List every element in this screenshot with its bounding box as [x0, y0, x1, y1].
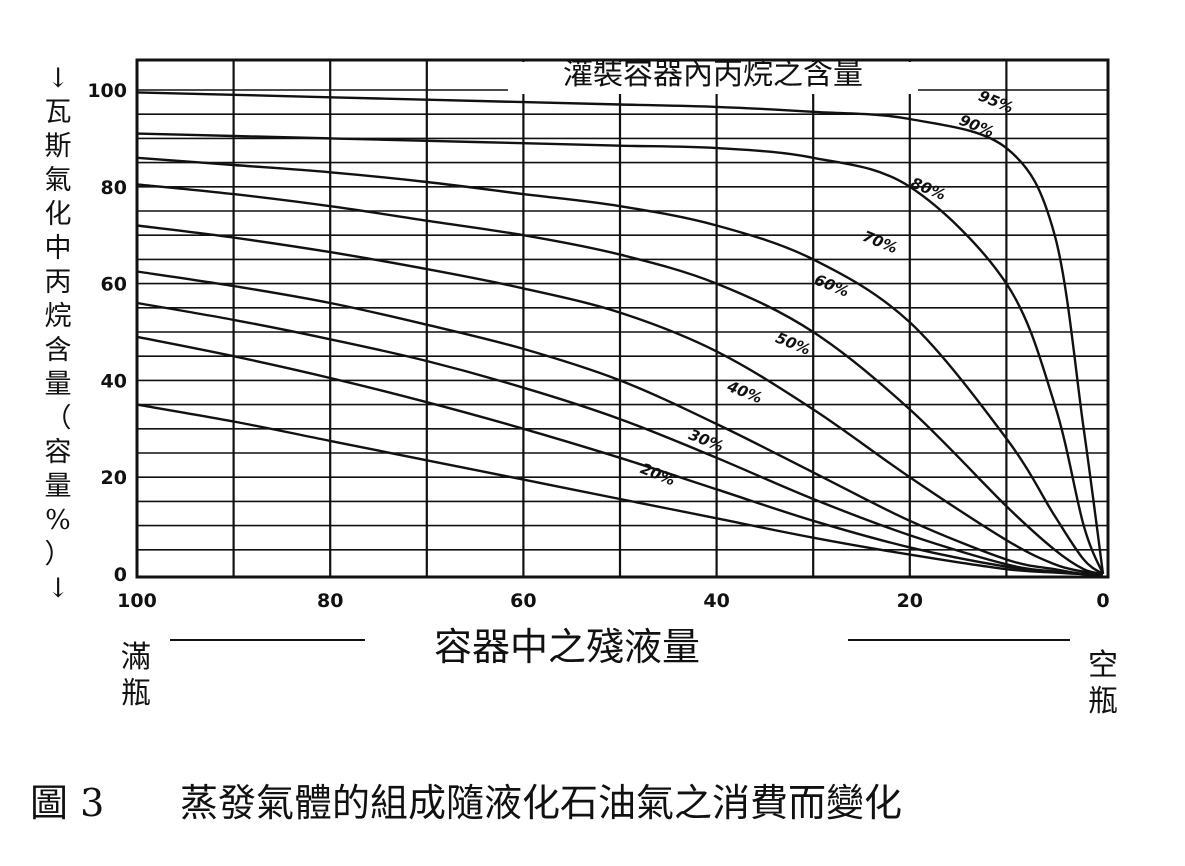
y-axis-label-char: 量: [44, 369, 72, 400]
y-tick-label: 80: [101, 177, 127, 199]
x-tick-labels: 100 80 60 40 20 0: [117, 590, 1109, 612]
side-note-char: 滿: [121, 640, 151, 675]
y-axis-label-char: 量: [44, 471, 72, 502]
side-note-char: 空: [1088, 648, 1118, 683]
series-label: 90%: [957, 111, 997, 141]
y-axis-label-char: 瓦: [44, 97, 72, 128]
side-note-char: 瓶: [1088, 684, 1118, 719]
y-tick-label: 20: [101, 467, 127, 489]
y-axis-label-char: 氣: [44, 165, 72, 196]
series-label: 95%: [976, 87, 1016, 117]
series-line: [136, 335, 1104, 576]
y-axis-label-char: %: [45, 505, 71, 536]
plot-frame: [135, 58, 1110, 579]
x-tick-label: 100: [117, 590, 157, 612]
y-tick-labels: 0 20 40 60 80 100: [87, 80, 127, 586]
series-group: [136, 91, 1105, 576]
figure-caption-text: 蒸發氣體的組成隨液化石油氣之消費而變化: [180, 781, 903, 825]
y-axis-label-char: ↓: [46, 63, 70, 94]
x-left-note: 滿瓶: [118, 640, 154, 712]
y-axis-label-char: 斯: [44, 131, 72, 162]
series-label: 30%: [686, 425, 726, 455]
x-tick-label: 60: [510, 590, 536, 612]
y-axis-label-char: ↓: [46, 573, 70, 604]
y-tick-label: 100: [87, 80, 127, 102]
y-axis-label-char: 化: [44, 199, 72, 230]
y-axis-label-char: 中: [44, 233, 72, 264]
y-tick-label: 0: [114, 564, 127, 586]
series-label: 20%: [638, 459, 678, 489]
y-axis-label-char: 烷: [44, 301, 72, 332]
y-axis-label: ↓ 瓦斯氣化中丙烷含量（容量%） ↓: [40, 62, 76, 606]
series-line: [136, 270, 1104, 576]
x-axis-label: 容器中之殘液量: [434, 625, 700, 669]
figure-number: 圖 3: [30, 781, 105, 825]
grid: [137, 60, 1108, 577]
y-axis-label-char: （: [44, 403, 72, 434]
series-line: [136, 224, 1104, 576]
series-line: [136, 91, 1105, 575]
figure-caption: 圖 3 蒸發氣體的組成隨液化石油氣之消費而變化: [30, 772, 1150, 832]
side-note-char: 瓶: [121, 676, 151, 711]
x-right-note: 空瓶: [1085, 648, 1121, 720]
series-line: [136, 156, 1104, 576]
series-label: 40%: [724, 377, 765, 408]
y-axis-label-char: 丙: [44, 267, 72, 298]
x-tick-label: 20: [897, 590, 923, 612]
x-tick-label: 80: [317, 590, 343, 612]
y-axis-label-char: ）: [44, 539, 72, 570]
y-axis-label-char: 含: [44, 335, 72, 366]
y-tick-label: 40: [101, 370, 127, 392]
title-background: [508, 62, 918, 94]
x-tick-label: 0: [1096, 590, 1109, 612]
series-line: [136, 132, 1105, 575]
series-line: [136, 403, 1104, 576]
series-line: [136, 183, 1104, 576]
series-label: 70%: [860, 227, 900, 257]
chart-title: 灌裝容器內丙烷之含量: [563, 57, 863, 92]
x-tick-label: 40: [703, 590, 729, 612]
series-label: 50%: [773, 329, 813, 359]
y-tick-label: 60: [101, 274, 127, 296]
y-axis-label-char: 容: [44, 437, 72, 468]
